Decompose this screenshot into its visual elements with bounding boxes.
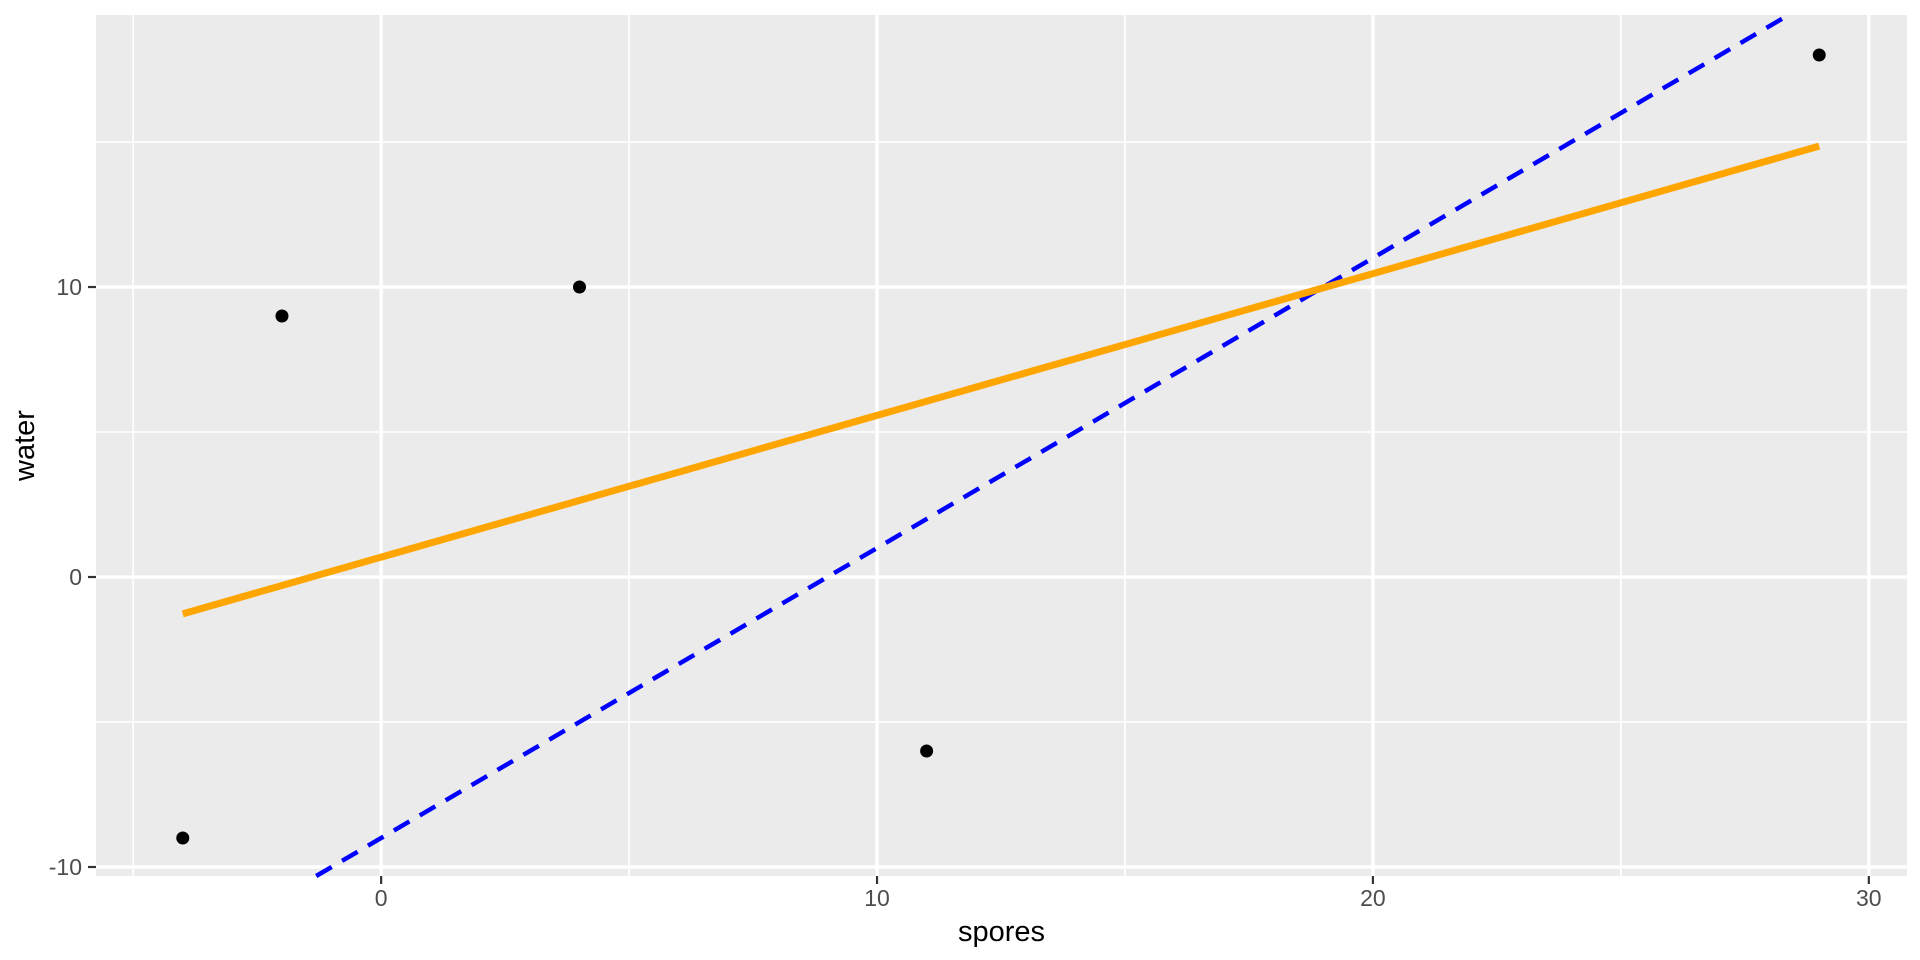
plot-panel-background	[96, 15, 1907, 876]
data-point	[1812, 48, 1826, 62]
y-tick-label: 10	[56, 274, 82, 300]
x-tick-label: 30	[1856, 885, 1882, 911]
orange-fit-line	[181, 142, 1821, 618]
y-tick-label: 0	[69, 564, 82, 590]
data-point	[275, 309, 289, 323]
y-axis-title: water	[9, 410, 41, 482]
x-tick-label: 20	[1360, 885, 1386, 911]
y-tick-label: -10	[49, 854, 82, 880]
x-tick-label: 0	[375, 885, 388, 911]
data-point	[176, 831, 190, 845]
data-point	[572, 280, 586, 294]
data-point	[920, 744, 934, 758]
x-axis-title: spores	[958, 916, 1045, 948]
blue-dashed-line	[315, 13, 1790, 878]
x-tick-label: 10	[864, 885, 890, 911]
